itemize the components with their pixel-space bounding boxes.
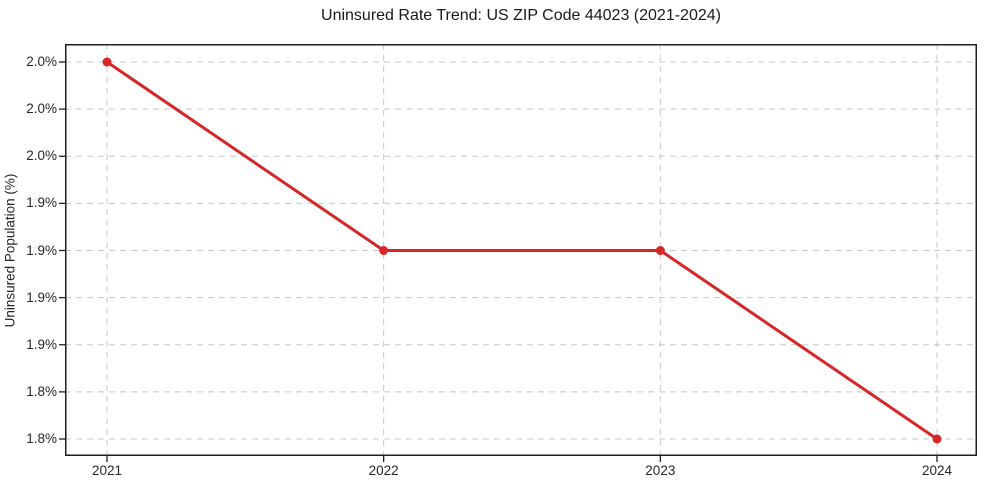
plot-area xyxy=(59,44,977,462)
y-tick-label: 1.9% xyxy=(26,336,57,352)
axes-frame xyxy=(65,44,977,456)
x-tick-label: 2022 xyxy=(368,463,399,478)
chart-title: Uninsured Rate Trend: US ZIP Code 44023 … xyxy=(321,7,721,24)
y-tick-label: 1.8% xyxy=(26,431,57,446)
y-tick-label: 2.0% xyxy=(26,101,57,117)
y-tick-label: 1.9% xyxy=(26,242,57,258)
data-point-marker xyxy=(102,57,112,67)
trend-line xyxy=(106,60,938,441)
data-point-marker xyxy=(379,246,389,255)
data-point-marker xyxy=(932,434,942,444)
y-tick-label: 2.0% xyxy=(26,54,57,69)
y-tick-label: 1.8% xyxy=(26,383,57,399)
x-tick-label: 2021 xyxy=(91,463,123,478)
x-tick-label: 2024 xyxy=(921,463,953,478)
y-tick-label: 1.9% xyxy=(26,289,57,305)
y-tick-label: 2.0% xyxy=(26,148,57,164)
x-tick-label: 2023 xyxy=(645,463,676,478)
data-point-marker xyxy=(655,246,665,255)
y-tick-label: 1.9% xyxy=(26,195,57,211)
